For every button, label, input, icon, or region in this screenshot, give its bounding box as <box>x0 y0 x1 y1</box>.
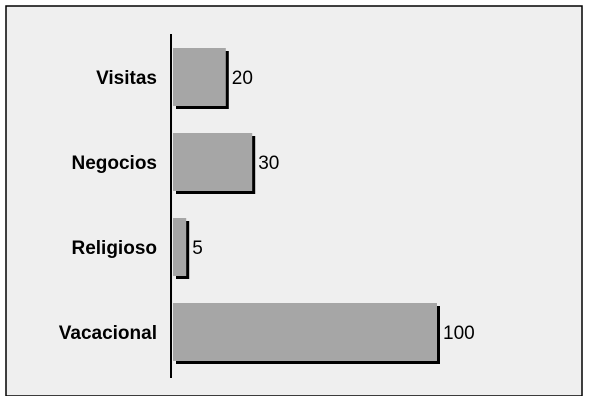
bar-negocios <box>173 133 253 191</box>
bars-layer <box>173 48 440 364</box>
category-label: Vacacional <box>59 323 157 344</box>
bar-visitas <box>173 48 226 106</box>
labels-layer: Visitas 20 Negocios 30 Religioso 5 Vacacional 1… <box>59 68 475 344</box>
bar-religioso <box>173 218 187 276</box>
category-label: Negocios <box>71 153 157 174</box>
value-label: 100 <box>443 323 475 344</box>
bar-vacacional <box>173 303 437 361</box>
value-label: 20 <box>232 68 253 89</box>
value-label: 5 <box>192 238 203 259</box>
value-label: 30 <box>258 153 279 174</box>
category-label: Visitas <box>96 68 157 89</box>
category-label: Religioso <box>71 238 157 259</box>
